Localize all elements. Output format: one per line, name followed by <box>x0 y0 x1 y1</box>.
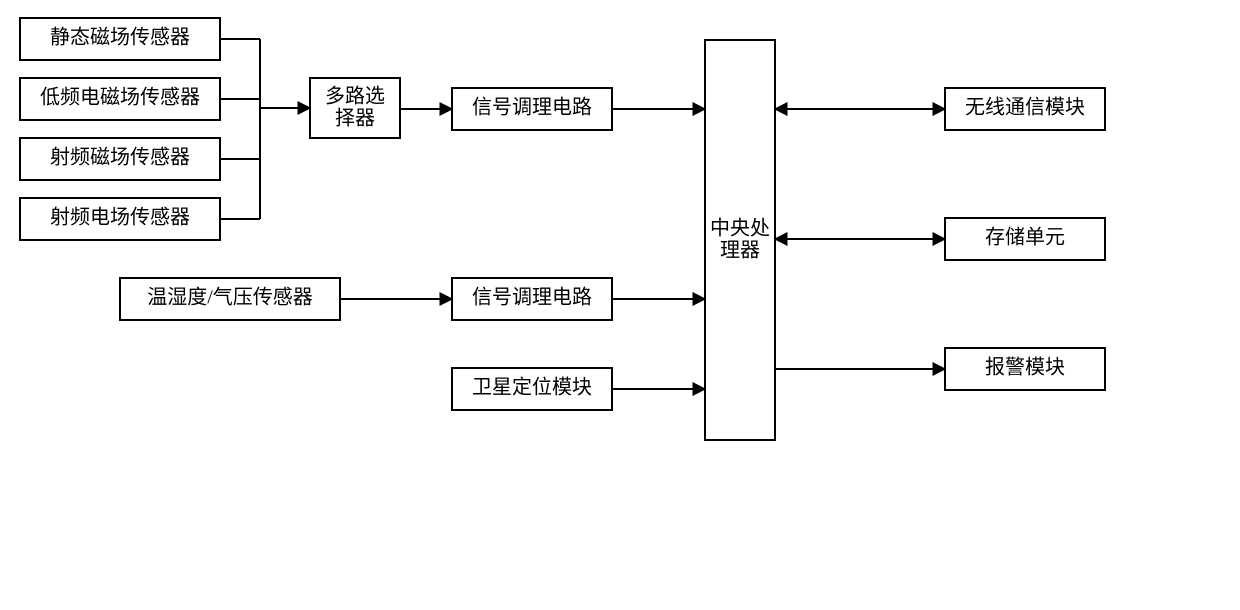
sensor-rf-elec-label: 射频电场传感器 <box>50 206 190 229</box>
sensor-static-mag-label: 静态磁场传感器 <box>50 26 190 49</box>
alarm-module: 报警模块 <box>945 348 1105 390</box>
sensor-thp-label: 温湿度/气压传感器 <box>147 286 313 309</box>
signal-cond-2-label: 信号调理电路 <box>472 286 592 309</box>
sensor-rf-mag: 射频磁场传感器 <box>20 138 220 180</box>
mux-label-line1: 多路选 <box>325 85 385 108</box>
signal-cond-2: 信号调理电路 <box>452 278 612 320</box>
mux-label-line2: 择器 <box>335 107 375 130</box>
wireless-label: 无线通信模块 <box>965 96 1085 119</box>
storage-module: 存储单元 <box>945 218 1105 260</box>
signal-cond-1: 信号调理电路 <box>452 88 612 130</box>
storage-label: 存储单元 <box>985 226 1065 249</box>
sensor-temp-humid-press: 温湿度/气压传感器 <box>120 278 340 320</box>
sensor-lowfreq-emf-label: 低频电磁场传感器 <box>40 86 200 109</box>
signal-cond-1-label: 信号调理电路 <box>472 96 592 119</box>
sensor-rf-elec: 射频电场传感器 <box>20 198 220 240</box>
cpu-label-line2: 理器 <box>720 240 760 262</box>
mux-box: 多路选 择器 <box>310 78 400 138</box>
sensor-lowfreq-emf: 低频电磁场传感器 <box>20 78 220 120</box>
sensor-static-mag: 静态磁场传感器 <box>20 18 220 60</box>
alarm-label: 报警模块 <box>985 356 1065 379</box>
cpu-box: 中央处 理器 <box>705 40 775 440</box>
wireless-module: 无线通信模块 <box>945 88 1105 130</box>
gps-label: 卫星定位模块 <box>472 376 592 399</box>
sensor-rf-mag-label: 射频磁场传感器 <box>50 146 190 169</box>
cpu-label-line1: 中央处 <box>710 217 770 240</box>
gps-box: 卫星定位模块 <box>452 368 612 410</box>
